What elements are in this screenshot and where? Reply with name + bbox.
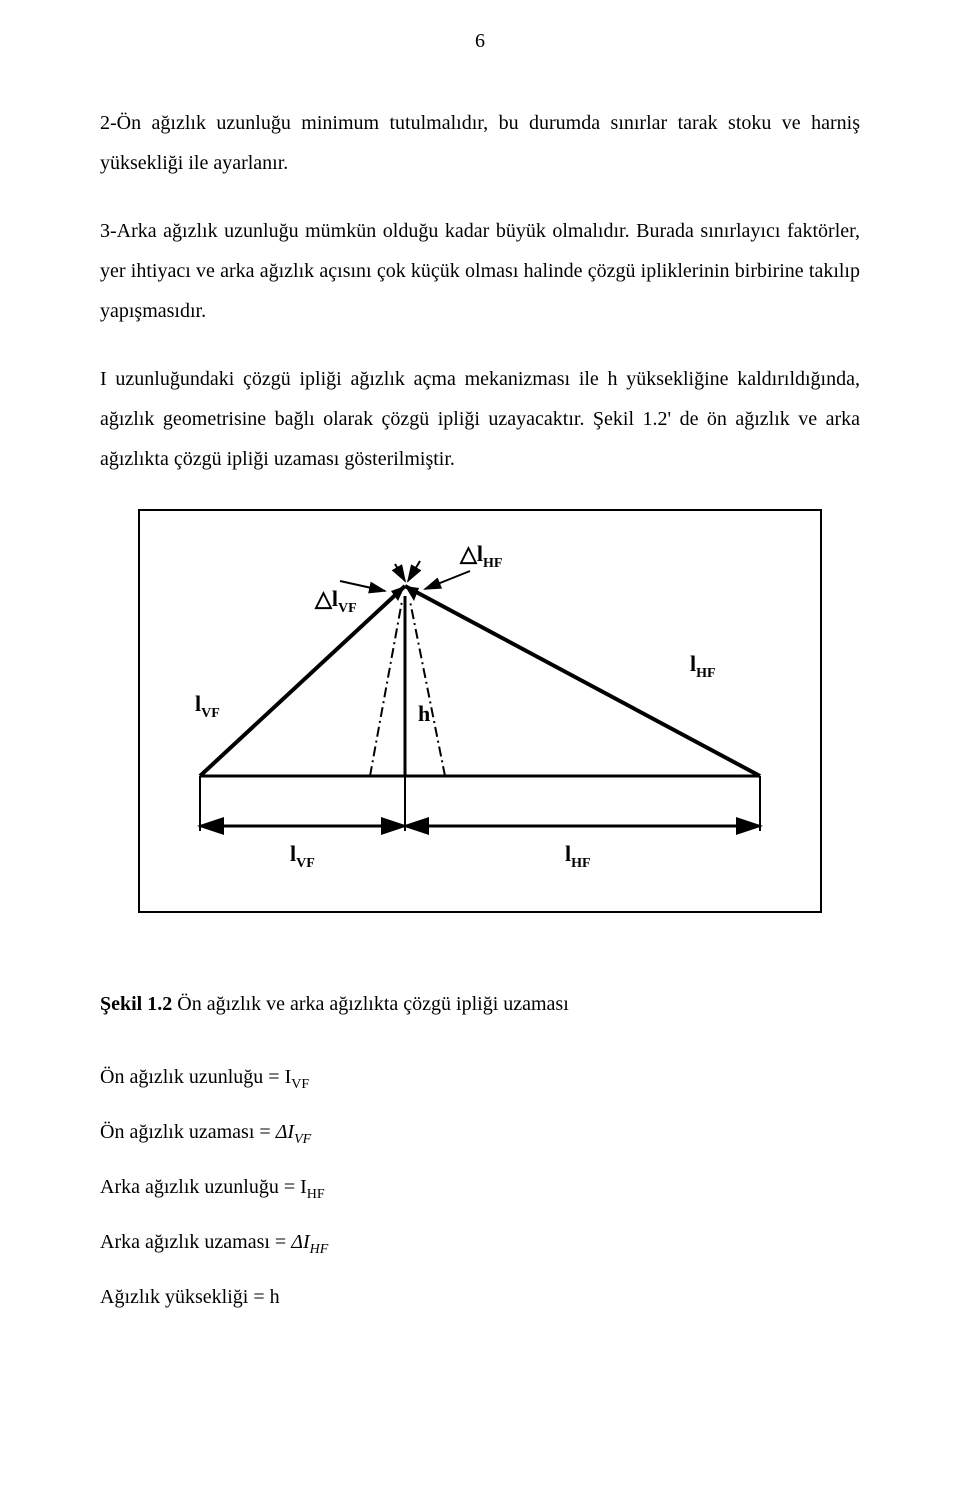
caption-bold: Şekil 1.2 — [100, 993, 172, 1015]
svg-text:△lVF: △lVF — [314, 586, 357, 616]
svg-text:lVF: lVF — [195, 691, 220, 721]
equation-4: Arka ağızlık uzaması = ΔIHF — [100, 1231, 860, 1258]
equation-2: Ön ağızlık uzaması = ΔIVF — [100, 1121, 860, 1148]
paragraph-2: 3-Arka ağızlık uzunluğu mümkün olduğu ka… — [100, 211, 860, 331]
figure-diagram: △lVF △lHF lVF lHF h lVF lHF — [138, 509, 822, 913]
equation-3: Arka ağızlık uzunluğu = IHF — [100, 1176, 860, 1203]
caption-text: Ön ağızlık ve arka ağızlıkta çözgü ipliğ… — [172, 993, 569, 1015]
svg-text:lHF: lHF — [690, 651, 716, 681]
svg-text:lHF: lHF — [565, 841, 591, 871]
page-number: 6 — [100, 30, 860, 53]
paragraph-3: I uzunluğundaki çözgü ipliği ağızlık açm… — [100, 359, 860, 479]
equation-5: Ağızlık yüksekliği = h — [100, 1286, 860, 1309]
equation-1: Ön ağızlık uzunluğu = IVF — [100, 1066, 860, 1093]
svg-text:lVF: lVF — [290, 841, 315, 871]
svg-text:h: h — [418, 701, 430, 726]
paragraph-1: 2-Ön ağızlık uzunluğu minimum tutulmalıd… — [100, 103, 860, 183]
svg-text:△lHF: △lHF — [459, 541, 502, 571]
figure-caption: Şekil 1.2 Ön ağızlık ve arka ağızlıkta ç… — [100, 993, 860, 1016]
